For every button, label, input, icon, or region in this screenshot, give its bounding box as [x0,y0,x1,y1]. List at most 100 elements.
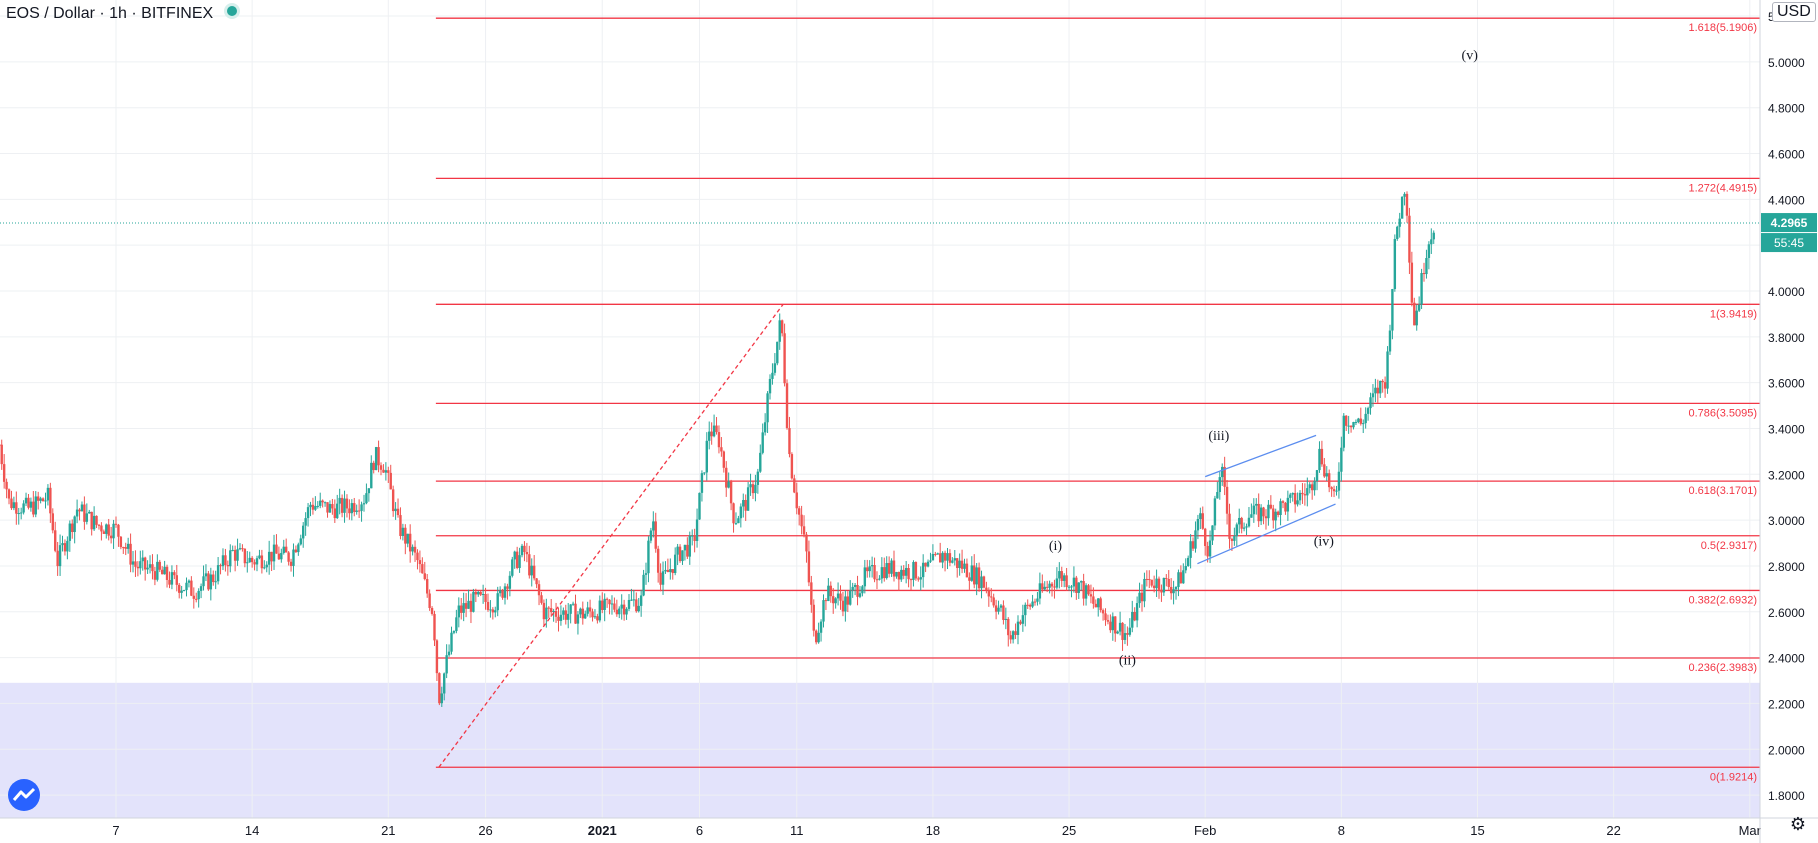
candle-body [170,572,174,585]
wave-label[interactable]: (iv) [1314,534,1335,549]
wave-label[interactable]: (iii) [1208,429,1229,444]
candle-body [333,508,337,519]
candle-body [1041,583,1044,590]
candle-body [951,560,954,563]
candle-body [367,488,371,494]
candle-body [598,600,602,621]
candle-body [990,596,993,598]
wave-label[interactable]: (ii) [1119,653,1136,668]
symbol-name: EOS / Dollar [6,5,95,22]
candle-body [377,447,380,466]
candle-body [807,551,811,583]
logo-glyph-icon [12,787,36,801]
candle-body [284,546,288,553]
candle-body [314,506,317,510]
candle-body [601,600,604,610]
candle-body [511,559,514,576]
candle-body [761,432,764,453]
candle-body [540,595,543,603]
candle-body [216,565,220,582]
candle-body [163,566,166,575]
candle-body [829,585,832,597]
candle-body [348,508,351,514]
candle-body [584,613,587,619]
candle-body [635,599,638,612]
candle-body [844,596,847,612]
candle-body [187,580,191,583]
y-tick-label: 3.0000 [1768,514,1805,528]
y-tick-label: 4.0000 [1768,285,1805,299]
currency-button[interactable]: USD [1772,2,1816,22]
candle-body [396,508,400,516]
candle-body [897,571,901,580]
fib-trend-line[interactable] [438,303,784,768]
candle-body [1354,422,1358,424]
candle-body [1118,622,1122,632]
candle-body [929,560,932,562]
candle-body [1099,598,1102,611]
candle-body [54,530,57,551]
candle-body [705,440,708,473]
candle-body [462,603,465,613]
candle-body [1087,585,1090,595]
candle-body [698,492,701,520]
fib-level-label: 1.618(5.1906) [1689,22,1758,34]
candle-body [253,562,256,565]
candle-body [263,567,266,569]
countdown-tag-bg [1761,233,1817,253]
candle-body [1019,621,1022,624]
candle-body [88,511,91,514]
channel-line[interactable] [1204,434,1317,478]
settings-gear-icon[interactable]: ⚙ [1789,814,1806,834]
candle-body [652,521,655,531]
candle-body [452,631,456,633]
candle-body [143,557,147,570]
candle-body [1291,492,1294,495]
candle-body [883,567,886,579]
candle-body [1077,582,1080,593]
candle-body [391,489,395,512]
candle-body [1318,448,1321,471]
symbol-header[interactable]: EOS / Dollar · 1h · BITFINEX [6,3,240,23]
last-price-tag: 4.2965 [1771,216,1808,230]
candle-body [306,507,310,519]
y-tick-label: 3.2000 [1768,468,1805,482]
candle-body [917,578,920,580]
candle-body [863,567,867,587]
candle-body [1201,513,1204,529]
candle-body [824,600,828,602]
candle-body [457,605,461,618]
candle-body [214,581,217,583]
candle-body [878,578,881,580]
candle-body [1152,585,1156,589]
candle-body [703,472,706,474]
candle-body [141,557,144,562]
wave-label[interactable]: (i) [1049,539,1063,554]
wave-label[interactable]: (v) [1462,49,1479,64]
candle-body [647,540,650,574]
y-tick-label: 5.0000 [1768,56,1805,70]
candle-body [1157,578,1161,590]
candle-body [32,501,35,515]
candle-body [1131,611,1134,628]
candle-body [1007,618,1010,636]
candle-body [1408,215,1411,263]
candle-body [1080,581,1083,583]
candle-body [71,523,74,533]
tradingview-logo-icon[interactable] [8,779,40,811]
candle-body [1366,408,1370,414]
candle-body [357,510,361,512]
candle-body [112,523,115,539]
candle-body [294,549,298,553]
candle-body [1162,577,1166,593]
candle-body [562,610,565,615]
candle-body [250,557,254,563]
candle-body [919,577,922,580]
candle-body [2,464,6,482]
channel-line[interactable] [1197,503,1336,565]
candle-body [1065,575,1068,588]
candle-body [790,454,794,479]
candle-body [1024,604,1027,616]
candle-body [1058,571,1061,579]
